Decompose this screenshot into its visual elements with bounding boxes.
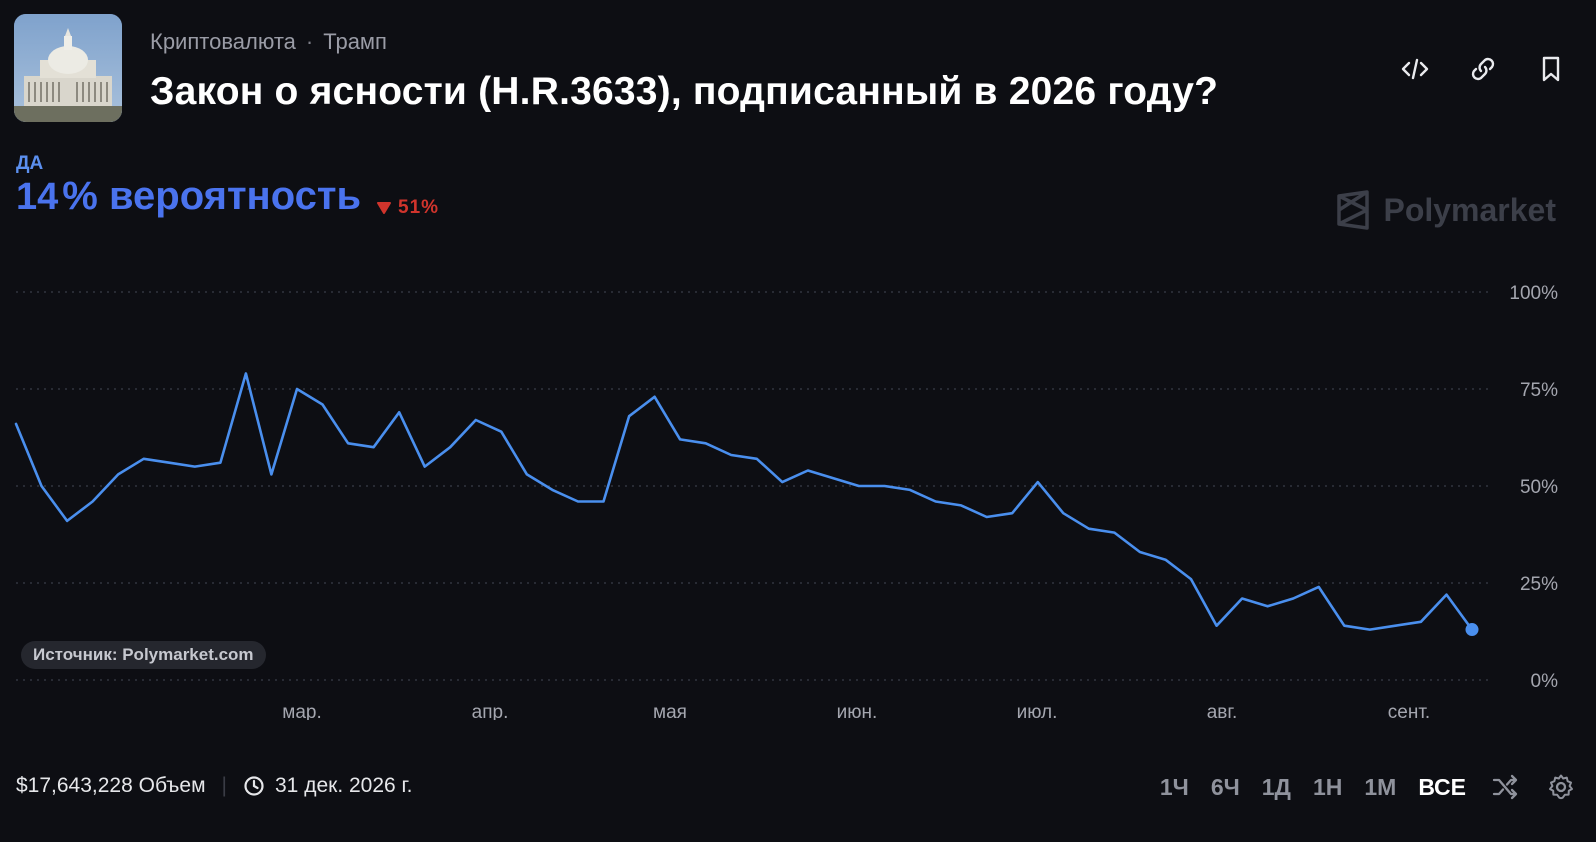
market-thumbnail xyxy=(14,14,122,122)
breadcrumb-category[interactable]: Криптовалюта xyxy=(150,29,296,54)
y-tick-label: 50% xyxy=(1520,477,1558,498)
source-badge: Источник: Polymarket.com xyxy=(21,641,266,669)
outcome-label: ДА xyxy=(16,153,44,174)
current-value-dot xyxy=(1465,623,1479,637)
x-tick-label: мая xyxy=(653,702,687,720)
market-footer: $17,643,228 Объем | 31 дек. 2026 г. xyxy=(16,774,412,798)
probability-chart[interactable]: 100% 75% 50% 25% 0% мар. апр. мая июн. июл. авг. с… xyxy=(0,260,1596,720)
embed-code-icon xyxy=(1401,58,1429,80)
x-axis-ticks: мар. апр. мая июн. июл. авг. сент. xyxy=(282,702,1430,720)
probability-value: 14 xyxy=(16,176,59,218)
shuffle-icon xyxy=(1492,774,1518,800)
x-tick-label: июн. xyxy=(837,702,878,720)
clock-icon xyxy=(243,775,265,797)
y-tick-label: 25% xyxy=(1520,574,1558,595)
bookmark-icon xyxy=(1542,56,1560,82)
breadcrumb-separator: · xyxy=(305,29,314,54)
footer-divider: | xyxy=(221,774,227,797)
probability-change: 51% xyxy=(376,197,439,219)
capitol-image xyxy=(14,14,122,122)
embed-button[interactable] xyxy=(1398,52,1432,86)
x-tick-label: сент. xyxy=(1388,702,1430,720)
range-1w[interactable]: 1Н xyxy=(1312,773,1343,800)
range-all[interactable]: ВСЕ xyxy=(1418,773,1466,800)
range-1d[interactable]: 1Д xyxy=(1261,773,1291,800)
probability-suffix: % вероятность xyxy=(62,174,362,218)
breadcrumb: Криптовалюта · Трамп xyxy=(150,29,387,55)
bookmark-button[interactable] xyxy=(1534,52,1568,86)
header-actions xyxy=(1398,52,1568,86)
series-line-yes xyxy=(14,372,1474,631)
x-tick-label: апр. xyxy=(472,702,509,720)
polymarket-watermark: Polymarket xyxy=(1335,190,1556,230)
breadcrumb-tag[interactable]: Трамп xyxy=(323,29,387,54)
end-date-text: 31 дек. 2026 г. xyxy=(275,774,413,797)
polymarket-logo-icon xyxy=(1337,190,1370,230)
link-icon xyxy=(1471,57,1495,81)
range-1m[interactable]: 1М xyxy=(1364,773,1397,800)
triangle-down-icon xyxy=(377,202,391,214)
time-range-selector: 1Ч 6Ч 1Д 1Н 1М ВСЕ xyxy=(1160,770,1578,804)
range-1h[interactable]: 1Ч xyxy=(1159,773,1189,800)
settings-button[interactable] xyxy=(1544,770,1578,804)
gear-icon xyxy=(1549,774,1573,800)
chart-grid xyxy=(16,291,1492,681)
probability-display: 14 % вероятность xyxy=(16,174,361,219)
y-tick-label: 75% xyxy=(1520,380,1558,401)
watermark-text: Polymarket xyxy=(1383,191,1556,228)
volume-text: $17,643,228 Объем xyxy=(16,774,206,797)
shuffle-button[interactable] xyxy=(1488,770,1522,804)
market-title: Закон о ясности (H.R.3633), подписанный … xyxy=(150,70,1219,113)
y-axis-ticks: 100% 75% 50% 25% 0% xyxy=(1509,283,1558,692)
x-tick-label: мар. xyxy=(282,702,321,720)
x-tick-label: июл. xyxy=(1017,702,1058,720)
y-tick-label: 100% xyxy=(1509,283,1558,304)
probability-change-value: 51% xyxy=(398,197,440,218)
x-tick-label: авг. xyxy=(1207,702,1238,720)
range-6h[interactable]: 6Ч xyxy=(1210,773,1240,800)
y-tick-label: 0% xyxy=(1531,671,1559,692)
copy-link-button[interactable] xyxy=(1466,52,1500,86)
